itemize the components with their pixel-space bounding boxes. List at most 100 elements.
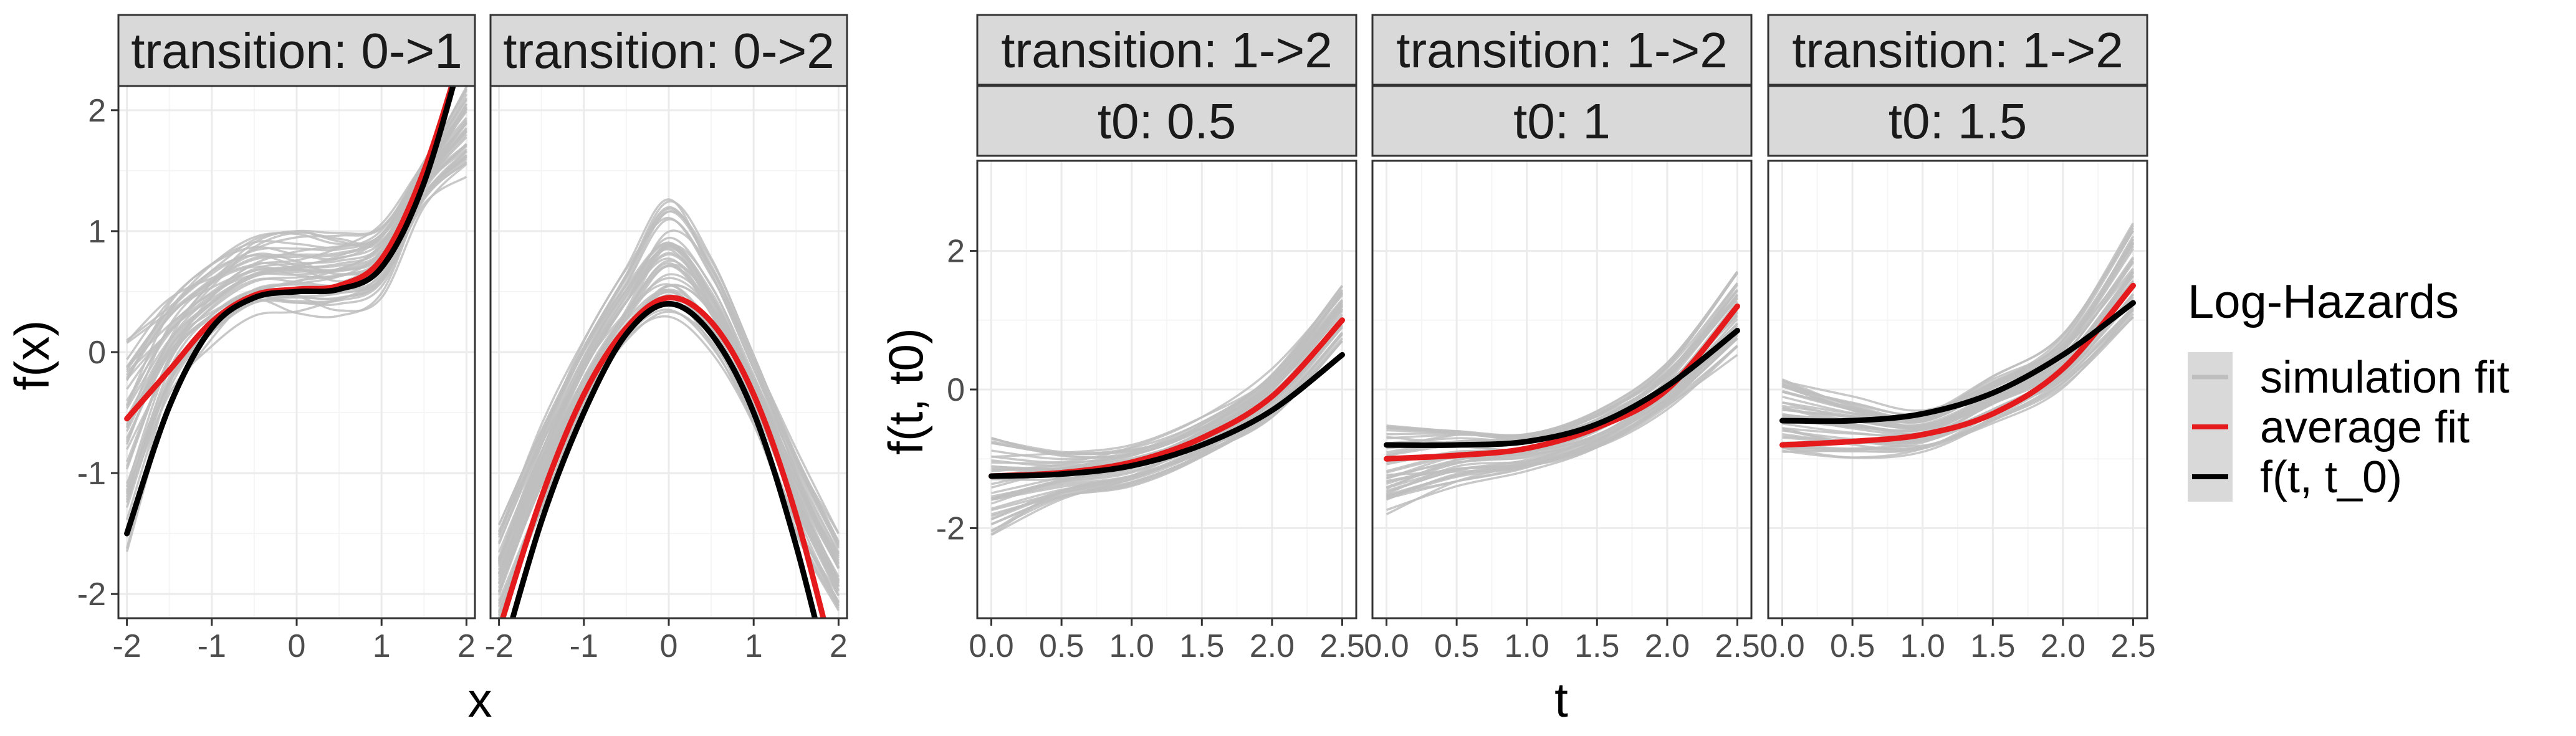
average-fit-line xyxy=(499,295,826,618)
simulation-fit-line xyxy=(991,325,1343,510)
y-tick-label: -2 xyxy=(77,576,106,613)
legend-entry-true-function: f(t, t_0) xyxy=(2188,452,2402,502)
facet-strip-label: t0: 0.5 xyxy=(1098,93,1236,149)
simulation-fit-line xyxy=(990,332,1343,521)
legend-label-average-fit: average fit xyxy=(2260,403,2469,452)
x-tick-label: 2.5 xyxy=(1715,628,1760,664)
x-tick-label: 2 xyxy=(830,628,848,664)
x-tick-label: 1.5 xyxy=(1179,628,1224,664)
legend-entry-simulation-fit: simulation fit xyxy=(2188,352,2509,403)
y-tick-label: -2 xyxy=(936,510,965,547)
panel-grid xyxy=(1768,161,2147,618)
x-axis-title-left: x xyxy=(468,672,492,727)
facet-strip-label: transition: 0->1 xyxy=(131,23,462,79)
legend-label-true-function: f(t, t_0) xyxy=(2260,452,2402,502)
x-tick-label: 1 xyxy=(373,628,391,664)
x-tick-label: 0.0 xyxy=(1364,628,1409,664)
simulation-fit-line xyxy=(497,245,840,569)
simulation-fit-line xyxy=(1386,333,1738,494)
facet-strip-label: transition: 1->2 xyxy=(1396,22,1727,78)
simulation-fit-line xyxy=(126,86,467,368)
simulation-fit-line xyxy=(991,299,1343,458)
true-function-line xyxy=(989,351,1345,479)
facet-strip xyxy=(117,14,476,87)
simulation-fit-line xyxy=(1782,313,2134,453)
x-tick-label: 1.0 xyxy=(1505,628,1549,664)
true-function-line xyxy=(124,86,456,537)
facet-strip xyxy=(1767,85,2148,157)
y-tick-label: 0 xyxy=(88,335,106,371)
simulation-fit-line xyxy=(497,252,840,565)
panel-border xyxy=(1371,160,1753,619)
simulation-fit-line xyxy=(498,210,840,549)
simulation-fit-line xyxy=(991,300,1343,465)
simulation-fit-line xyxy=(1386,344,1738,501)
x-tick-label: 2.5 xyxy=(2110,628,2155,664)
x-tick-label: 0.0 xyxy=(969,628,1013,664)
simulation-fit-line xyxy=(497,241,840,562)
fit-lines xyxy=(1779,282,2136,448)
fit-lines xyxy=(1384,303,1740,462)
simulation-fit-line xyxy=(497,273,840,581)
x-tick-label: -2 xyxy=(484,628,513,664)
y-axis-title-left: f(x) xyxy=(4,320,59,391)
simulation-fit-line xyxy=(498,229,840,568)
facet-strip-label: t0: 1 xyxy=(1513,93,1611,149)
x-tick-label: 1.5 xyxy=(1574,628,1619,664)
facet-strip-label: transition: 1->2 xyxy=(1001,22,1332,78)
simulation-fit-line xyxy=(497,216,840,536)
simulation-fit-line xyxy=(991,313,1343,494)
x-tick-label: 2.0 xyxy=(2041,628,2085,664)
facet-strip xyxy=(1371,85,1753,157)
legend-title: Log-Hazards xyxy=(2188,275,2459,328)
legend-label-simulation-fit: simulation fit xyxy=(2260,353,2509,403)
facet-strip-label: transition: 1->2 xyxy=(1792,22,2123,78)
true-function-line xyxy=(1384,328,1740,448)
fit-lines xyxy=(989,317,1345,479)
facet-strip xyxy=(976,85,1357,157)
legend: Log-Hazards simulation fit average fit f… xyxy=(2188,275,2509,502)
facet-strip-label: transition: 0->2 xyxy=(503,23,834,79)
x-tick-label: 1 xyxy=(745,628,763,664)
x-tick-label: 0.5 xyxy=(1434,628,1479,664)
x-tick-label: 1.5 xyxy=(1970,628,2015,664)
x-tick-label: 0.0 xyxy=(1760,628,1804,664)
y-tick-label: -1 xyxy=(77,456,106,492)
simulation-fit-line xyxy=(497,198,840,545)
x-tick-label: 2.0 xyxy=(1645,628,1690,664)
x-tick-label: 1.0 xyxy=(1900,628,1945,664)
simulation-fit-line xyxy=(991,326,1343,515)
facet-strip-label: t0: 1.5 xyxy=(1889,93,2027,149)
fit-lines xyxy=(124,86,456,537)
x-tick-label: -2 xyxy=(112,628,141,664)
x-tick-label: -1 xyxy=(570,628,598,664)
facet-strip xyxy=(489,14,848,87)
facet-strip xyxy=(976,14,1357,86)
x-tick-label: 0.5 xyxy=(1830,628,1875,664)
x-tick-label: 2.0 xyxy=(1250,628,1295,664)
facet-strip xyxy=(1767,14,2148,86)
x-tick-label: 0 xyxy=(288,628,306,664)
y-axis-title-right: f(t, t0) xyxy=(878,328,933,455)
x-axis-title-right: t xyxy=(1554,672,1568,727)
x-tick-label: 0.5 xyxy=(1039,628,1084,664)
simulation-fit-line xyxy=(126,90,467,381)
y-tick-label: 2 xyxy=(88,93,106,129)
legend-entry-average-fit: average fit xyxy=(2188,402,2469,452)
simulation-fit-line xyxy=(1386,272,1738,438)
true-function-line xyxy=(509,300,818,618)
panel-grid xyxy=(1372,161,1751,618)
fit-lines xyxy=(499,295,826,618)
y-tick-label: 2 xyxy=(947,234,965,270)
x-tick-label: -1 xyxy=(198,628,226,664)
simulation-fit-line xyxy=(125,150,467,549)
x-tick-label: 1.0 xyxy=(1109,628,1154,664)
x-tick-label: 0 xyxy=(660,628,678,664)
facet-strip xyxy=(1371,14,1753,86)
x-tick-label: 2.5 xyxy=(1319,628,1364,664)
simulation-fit-line xyxy=(1781,239,2134,429)
x-tick-label: 2 xyxy=(457,628,476,664)
panel-border xyxy=(1767,160,2148,619)
average-fit-line xyxy=(1779,282,2136,448)
